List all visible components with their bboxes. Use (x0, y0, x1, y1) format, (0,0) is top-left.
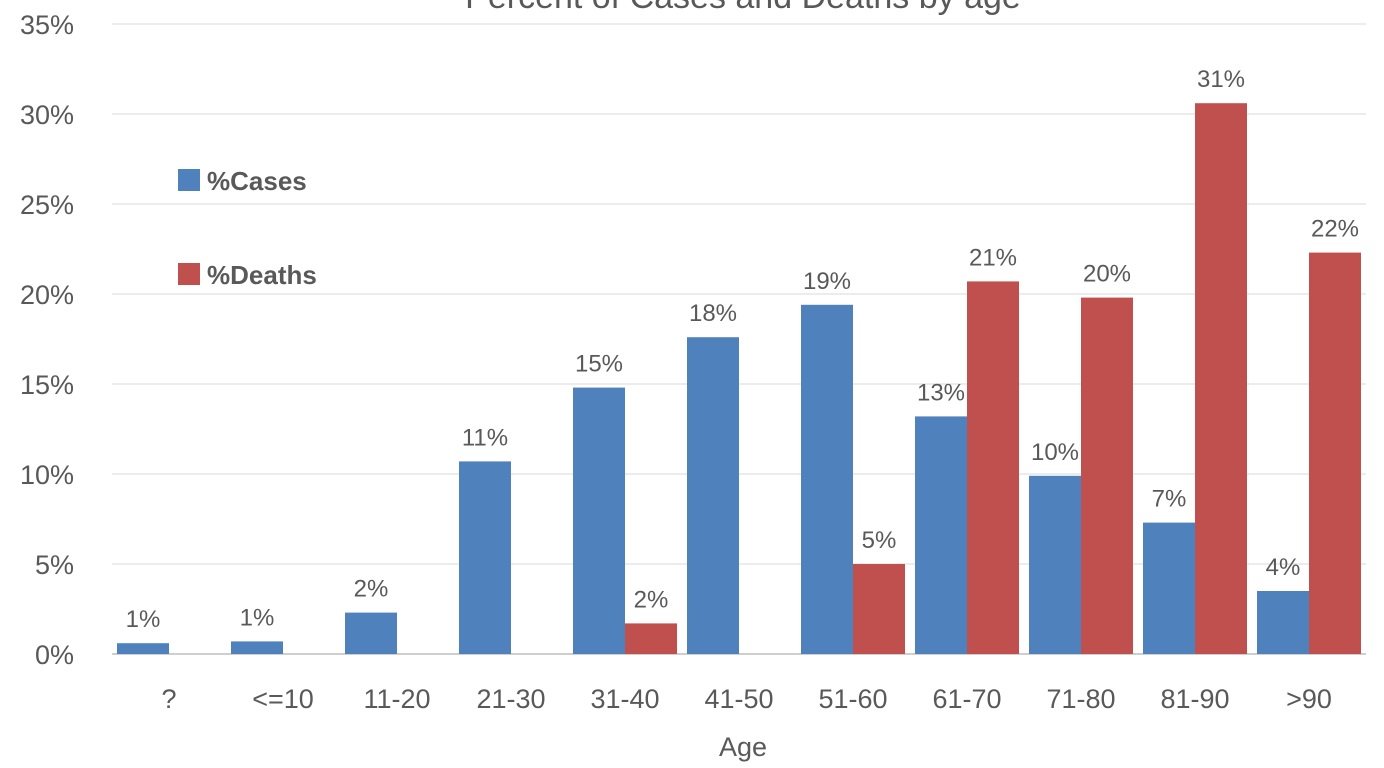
y-tick-label: 0% (35, 640, 74, 670)
data-label-deaths: 21% (969, 244, 1017, 271)
data-label-cases: 18% (689, 300, 737, 327)
bar-cases (231, 641, 283, 654)
data-label-cases: 19% (803, 268, 851, 295)
bar-deaths (1309, 252, 1361, 654)
bar-deaths (1195, 103, 1247, 654)
legend-label-cases: %Cases (207, 166, 307, 196)
x-tick-label: 31-40 (590, 684, 659, 714)
y-axis-ticks: 0% 5% 10% 15% 20% 25% 30% 35% (20, 10, 74, 670)
bar-cases (915, 416, 967, 654)
bar-cases (345, 612, 397, 654)
chart-title: Percent of Cases and Deaths by age (465, 0, 1021, 16)
x-tick-label: <=10 (252, 684, 314, 714)
y-tick-label: 35% (20, 10, 74, 40)
data-label-deaths: 2% (634, 586, 669, 613)
legend-swatch-cases (178, 169, 200, 191)
bar-cases (117, 643, 169, 654)
data-labels: 1% 1% 2% 11% 15% 2% 18% 19% 5% 13% 21% 10% 20% 7% 31% 4… (126, 66, 1359, 633)
data-label-cases: 1% (240, 604, 275, 631)
x-tick-label: 51-60 (818, 684, 887, 714)
bar-deaths (1081, 297, 1133, 654)
data-label-deaths: 5% (862, 527, 897, 554)
bar-deaths (967, 281, 1019, 654)
bar-cases (1143, 522, 1195, 654)
data-label-deaths: 20% (1083, 261, 1131, 288)
bar-deaths (853, 564, 905, 654)
bars (117, 103, 1361, 654)
bar-cases (687, 337, 739, 654)
legend-swatch-deaths (178, 263, 200, 285)
legend: %Cases %Deaths (178, 166, 317, 290)
bar-cases (801, 304, 853, 654)
x-tick-label: 21-30 (476, 684, 545, 714)
x-tick-label: 41-50 (704, 684, 773, 714)
y-tick-label: 25% (20, 190, 74, 220)
x-tick-label: 81-90 (1160, 684, 1229, 714)
x-tick-label: >90 (1286, 684, 1332, 714)
data-label-cases: 10% (1031, 439, 1079, 466)
y-tick-label: 10% (20, 460, 74, 490)
data-label-cases: 4% (1266, 554, 1301, 581)
data-label-cases: 11% (462, 424, 508, 451)
data-label-deaths: 31% (1197, 66, 1245, 93)
data-label-cases: 7% (1152, 486, 1187, 513)
x-axis-ticks: ? <=10 11-20 21-30 31-40 41-50 51-60 61-70 71-80… (161, 684, 1331, 714)
data-label-cases: 15% (575, 351, 623, 378)
bar-cases (1257, 591, 1309, 654)
data-label-cases: 1% (126, 606, 161, 633)
y-tick-label: 5% (35, 550, 74, 580)
y-tick-label: 20% (20, 280, 74, 310)
data-label-deaths: 22% (1311, 216, 1359, 243)
x-tick-label: 71-80 (1046, 684, 1115, 714)
bar-cases (573, 387, 625, 654)
bar-cases (459, 461, 511, 654)
bar-deaths (625, 623, 677, 654)
x-tick-label: 11-20 (363, 684, 430, 714)
x-tick-label: 61-70 (932, 684, 1001, 714)
x-tick-label: ? (161, 684, 176, 714)
data-label-cases: 2% (354, 576, 389, 603)
y-tick-label: 15% (20, 370, 74, 400)
bar-cases (1029, 475, 1081, 654)
x-axis-title: Age (719, 732, 767, 762)
y-tick-label: 30% (20, 100, 74, 130)
data-label-cases: 13% (917, 379, 965, 406)
legend-label-deaths: %Deaths (207, 260, 317, 290)
